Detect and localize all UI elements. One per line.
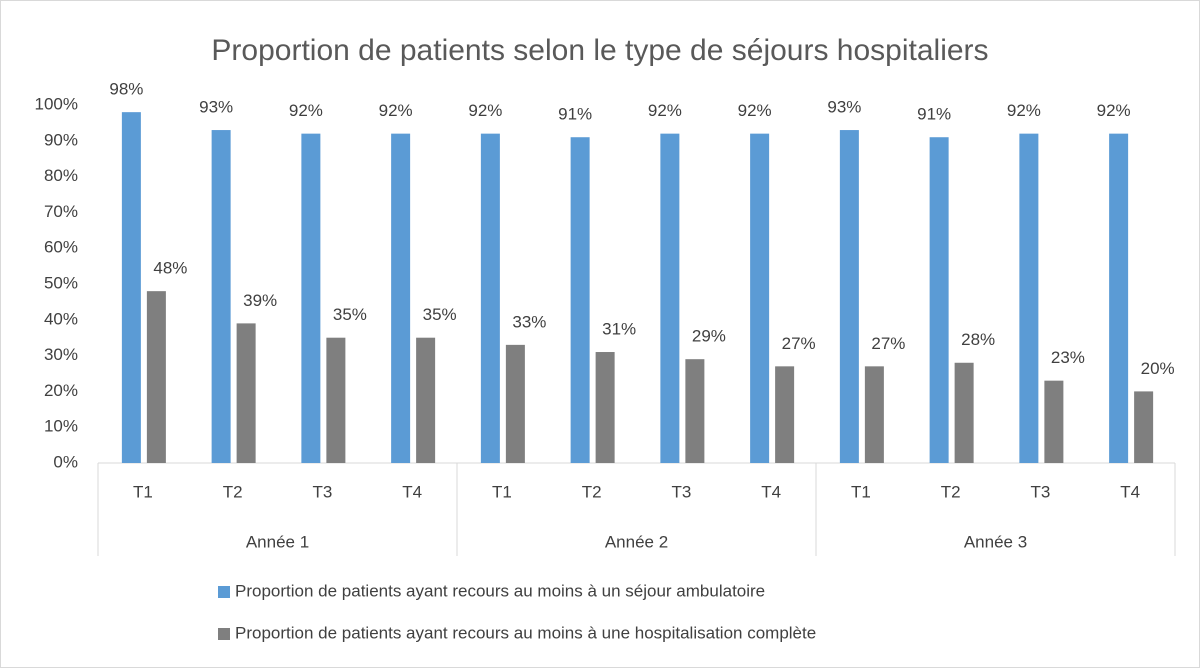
bar <box>505 344 525 463</box>
bar <box>480 133 500 463</box>
data-label: 23% <box>1051 348 1085 367</box>
x-tick-label: T2 <box>941 482 961 501</box>
y-tick-label: 0% <box>53 452 78 471</box>
data-label: 31% <box>602 320 636 339</box>
data-label: 92% <box>379 101 413 120</box>
group-label: Année 3 <box>964 532 1027 551</box>
x-tick-label: T1 <box>133 482 153 501</box>
data-label: 35% <box>423 305 457 324</box>
bar <box>570 137 590 463</box>
data-label: 48% <box>153 259 187 278</box>
bar <box>146 291 166 463</box>
data-label: 39% <box>243 291 277 310</box>
bar <box>775 366 795 463</box>
x-tick-label: T2 <box>582 482 602 501</box>
bar <box>864 366 884 463</box>
x-tick-label: T3 <box>312 482 332 501</box>
data-label: 92% <box>1097 101 1131 120</box>
group-label: Année 1 <box>246 532 309 551</box>
bar <box>660 133 680 463</box>
data-label: 98% <box>109 80 143 99</box>
data-label: 33% <box>512 312 546 331</box>
chart-title: Proportion de patients selon le type de … <box>211 34 988 67</box>
data-label: 27% <box>782 334 816 353</box>
data-label: 92% <box>289 101 323 120</box>
bar <box>929 137 949 463</box>
data-label: 35% <box>333 305 367 324</box>
legend-label: Proportion de patients ayant recours au … <box>235 581 765 600</box>
group-label: Année 2 <box>605 532 668 551</box>
data-label: 28% <box>961 330 995 349</box>
data-label: 93% <box>827 98 861 117</box>
data-label: 29% <box>692 327 726 346</box>
x-tick-label: T2 <box>223 482 243 501</box>
x-tick-label: T3 <box>1030 482 1050 501</box>
data-label: 27% <box>871 334 905 353</box>
legend-swatch <box>218 628 230 640</box>
x-tick-label: T4 <box>761 482 781 501</box>
y-tick-label: 40% <box>44 309 78 328</box>
bar <box>326 337 346 463</box>
bar <box>750 133 770 463</box>
y-tick-label: 50% <box>44 273 78 292</box>
bar <box>1134 391 1154 463</box>
bar <box>954 362 974 463</box>
data-label: 91% <box>917 105 951 124</box>
legend-label: Proportion de patients ayant recours au … <box>235 623 816 642</box>
y-tick-label: 90% <box>44 130 78 149</box>
y-tick-label: 100% <box>35 94 78 113</box>
data-label: 92% <box>738 101 772 120</box>
legend-swatch <box>218 586 230 598</box>
bar <box>1109 133 1129 463</box>
x-tick-label: T4 <box>402 482 422 501</box>
y-tick-label: 70% <box>44 202 78 221</box>
bar <box>685 359 705 463</box>
bar <box>1044 380 1064 463</box>
x-tick-label: T3 <box>671 482 691 501</box>
data-label: 92% <box>1007 101 1041 120</box>
bar <box>121 112 141 463</box>
bar <box>595 352 615 463</box>
bar <box>1019 133 1039 463</box>
data-label: 93% <box>199 98 233 117</box>
bar <box>416 337 436 463</box>
y-tick-label: 10% <box>44 417 78 436</box>
y-tick-label: 60% <box>44 238 78 257</box>
bar <box>391 133 411 463</box>
data-label: 92% <box>468 101 502 120</box>
bar <box>839 130 859 463</box>
data-label: 91% <box>558 105 592 124</box>
x-tick-label: T1 <box>851 482 871 501</box>
x-tick-label: T1 <box>492 482 512 501</box>
data-label: 92% <box>648 101 682 120</box>
bar <box>301 133 321 463</box>
bar <box>211 130 231 463</box>
data-label: 20% <box>1141 359 1175 378</box>
y-tick-label: 30% <box>44 345 78 364</box>
bar <box>236 323 256 463</box>
y-tick-label: 20% <box>44 381 78 400</box>
x-tick-label: T4 <box>1120 482 1140 501</box>
y-tick-label: 80% <box>44 166 78 185</box>
